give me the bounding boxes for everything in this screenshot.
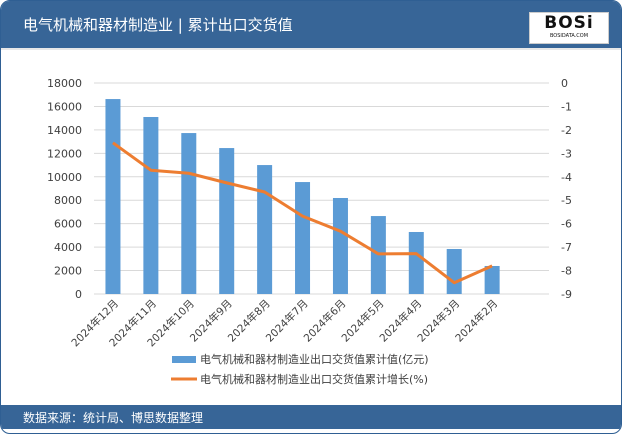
- bar: [143, 116, 159, 294]
- page-title: 电气机械和器材制造业 | 累计出口交货值: [23, 16, 293, 34]
- y-left-tick-label: 16000: [47, 100, 82, 113]
- bar: [446, 248, 462, 294]
- legend-bar-label: 电气机械和器材制造业出口交货值累计值(亿元): [200, 352, 429, 366]
- bar: [257, 165, 273, 294]
- y-right-tick-label: -5: [561, 194, 572, 207]
- y-right-tick-label: -2: [561, 124, 572, 137]
- y-left-tick-label: 2000: [54, 265, 82, 278]
- chart: 0 2000 4000 6000 8000 10000 12000 14000 16000 180…: [47, 77, 572, 386]
- y-left-tick-label: 8000: [54, 194, 82, 207]
- bar: [181, 133, 197, 294]
- y-right-tick-label: -1: [561, 100, 572, 113]
- y-right-tick-label: -4: [561, 171, 572, 184]
- y-left-tick-label: 0: [75, 288, 82, 301]
- header: 电气机械和器材制造业 | 累计出口交货值 BOSi BOSIDATA.COM: [1, 1, 621, 50]
- y-right-tick-label: -8: [561, 265, 572, 278]
- y-right-tick-label: -7: [561, 241, 572, 254]
- bar: [332, 197, 348, 294]
- bar: [219, 148, 235, 294]
- logo-sub: BOSIDATA.COM: [549, 33, 589, 39]
- y-right-tick-label: 0: [561, 77, 568, 90]
- legend-line-label: 电气机械和器材制造业出口交货值累计增长(%): [200, 372, 428, 386]
- y-right-tick-label: -9: [561, 288, 572, 301]
- logo-text: BOSi: [544, 13, 594, 33]
- bosi-logo: BOSi BOSIDATA.COM: [529, 12, 609, 44]
- y-left-tick-label: 18000: [47, 77, 82, 90]
- bar: [295, 182, 311, 294]
- y-left-tick-label: 14000: [47, 124, 82, 137]
- y-left-tick-label: 6000: [54, 218, 82, 231]
- y-left-tick-label: 4000: [54, 241, 82, 254]
- footer: 数据来源：统计局、博思数据整理: [1, 405, 621, 429]
- y-left-tick-label: 10000: [47, 171, 82, 184]
- y-left-tick-label: 12000: [47, 147, 82, 160]
- source-note: 数据来源：统计局、博思数据整理: [23, 411, 204, 425]
- bar: [484, 265, 500, 294]
- legend-bar-swatch: [172, 356, 196, 363]
- bar: [105, 99, 121, 294]
- y-right-tick-label: -6: [561, 218, 572, 231]
- y-right-tick-label: -3: [561, 147, 572, 160]
- bar: [408, 231, 424, 294]
